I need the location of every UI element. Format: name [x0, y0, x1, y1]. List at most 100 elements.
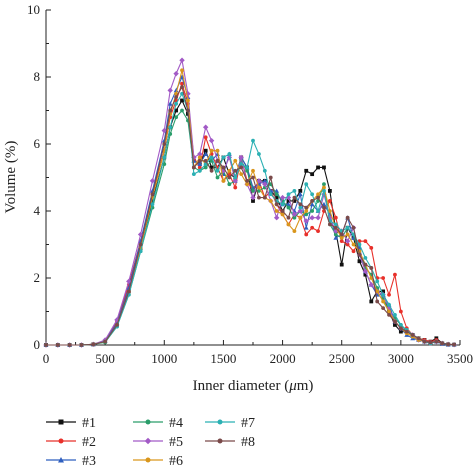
y-tick-label: 10: [27, 2, 40, 17]
data-point: [410, 333, 415, 337]
data-point: [344, 238, 351, 244]
data-point: [79, 343, 84, 347]
data-point: [291, 211, 298, 218]
data-point: [250, 194, 256, 201]
data-point: [381, 299, 386, 304]
data-point: [440, 341, 445, 346]
data-point: [208, 137, 215, 144]
data-point: [363, 239, 368, 244]
data-point: [286, 222, 291, 227]
data-point: [369, 245, 374, 250]
data-point: [209, 165, 214, 170]
series-line: [46, 76, 455, 346]
data-point: [369, 299, 374, 304]
legend-item: #6: [133, 454, 183, 469]
data-point: [150, 199, 155, 203]
data-point: [309, 201, 315, 207]
legend-swatch-marker: [145, 419, 151, 425]
data-point: [309, 215, 315, 221]
data-point: [286, 205, 291, 210]
data-point: [363, 262, 368, 267]
legend-item: #3: [46, 454, 96, 469]
x-tick-label: 500: [95, 351, 115, 366]
data-point: [197, 151, 203, 157]
legend-swatch-marker: [58, 457, 64, 463]
data-point: [251, 138, 255, 143]
legend-label: #1: [82, 416, 96, 431]
data-point: [180, 98, 184, 103]
data-point: [215, 175, 220, 180]
data-point: [221, 178, 226, 183]
data-point: [215, 168, 220, 173]
data-point: [179, 57, 185, 63]
data-point: [191, 172, 196, 177]
data-point: [369, 276, 374, 280]
data-point: [251, 199, 255, 203]
data-point: [393, 312, 397, 317]
data-point: [304, 205, 309, 210]
legend-label: #5: [169, 435, 183, 450]
legend-item: #8: [205, 435, 255, 450]
y-tick-label: 4: [34, 203, 41, 218]
legend-item: #4: [133, 416, 183, 431]
data-point: [180, 85, 184, 89]
data-point: [322, 185, 326, 190]
x-tick-label: 1000: [151, 351, 177, 366]
data-point: [280, 209, 285, 213]
data-point: [327, 189, 332, 193]
data-point: [173, 70, 179, 77]
y-axis-label: Volume (%): [3, 141, 19, 214]
data-point: [333, 232, 338, 237]
data-point: [203, 151, 209, 156]
data-point: [215, 148, 220, 153]
data-point: [257, 152, 261, 156]
data-point: [428, 340, 433, 345]
x-tick-label: 2000: [270, 351, 296, 366]
data-point: [149, 178, 156, 184]
data-point: [221, 165, 226, 170]
data-point: [209, 148, 214, 153]
data-point: [398, 309, 403, 314]
data-point: [292, 215, 297, 220]
data-point: [245, 182, 249, 187]
data-point: [280, 212, 285, 217]
data-point: [137, 231, 144, 238]
data-point: [333, 215, 338, 220]
series-line: [46, 86, 455, 346]
data-point: [209, 168, 214, 173]
x-axis-label-part: m): [297, 378, 314, 394]
data-point: [345, 232, 350, 237]
data-point: [274, 192, 279, 197]
data-point: [393, 272, 397, 277]
data-point: [251, 189, 255, 193]
data-point: [304, 212, 309, 217]
legend-swatch-marker: [217, 419, 223, 425]
data-point: [167, 101, 173, 106]
data-point: [245, 178, 249, 183]
legend-item: #5: [133, 435, 183, 450]
data-point: [351, 242, 356, 247]
legend-item: #2: [46, 435, 96, 450]
data-point: [262, 181, 268, 187]
legend-label: #6: [169, 454, 183, 469]
data-point: [126, 289, 131, 294]
data-point: [315, 215, 321, 221]
data-point: [186, 108, 190, 113]
data-point: [126, 278, 132, 285]
data-point: [375, 289, 380, 294]
data-point: [316, 165, 320, 170]
data-point: [434, 339, 439, 344]
data-point: [180, 81, 184, 86]
data-point: [398, 326, 403, 331]
legend-label: #3: [82, 454, 96, 469]
data-point: [239, 172, 244, 177]
data-point: [209, 155, 214, 160]
data-point: [274, 195, 279, 200]
axes: 0 2 4 6 8 10 0 500 1000 1500 2000 2500 3000 3500: [27, 2, 473, 366]
data-point: [245, 165, 249, 170]
data-point: [167, 87, 173, 94]
x-axis-label-part: Inner diameter (: [193, 378, 290, 394]
data-point: [298, 215, 303, 220]
x-axis-label: Inner diameter (μm): [193, 378, 314, 394]
